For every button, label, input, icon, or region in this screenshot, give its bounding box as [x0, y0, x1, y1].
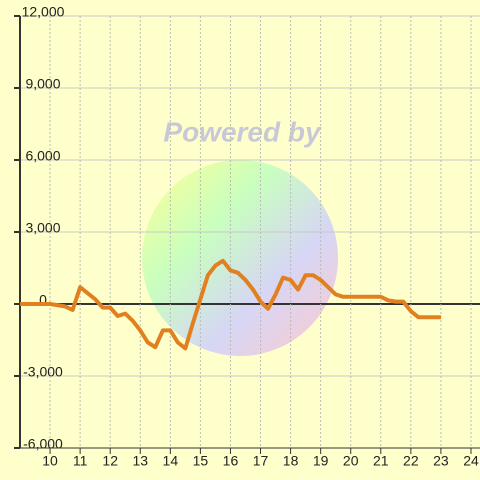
x-tick-label: 18 [283, 453, 299, 469]
x-tick-label: 11 [73, 453, 88, 469]
x-tick-label: 12 [102, 453, 118, 469]
x-tick-label: 22 [403, 453, 419, 469]
x-tick-label: 13 [132, 453, 148, 469]
y-tick-label: 6,000 [25, 148, 60, 164]
y-tick-label: 0 [39, 292, 47, 308]
x-tick-label: 21 [373, 453, 389, 469]
x-tick-label: 24 [463, 453, 479, 469]
line-series [20, 258, 441, 351]
watermark: Powered by [163, 116, 322, 147]
y-tick-label: 12,000 [22, 4, 65, 20]
x-tick-label: 16 [223, 453, 239, 469]
y-tick-label: -6,000 [23, 436, 63, 452]
x-tick-label: 17 [253, 453, 269, 469]
y-tick-label: 3,000 [25, 220, 60, 236]
x-tick-label: 14 [163, 453, 179, 469]
y-tick-label: -3,000 [23, 364, 63, 380]
x-tick-label: 23 [433, 453, 449, 469]
x-tick-label: 20 [343, 453, 359, 469]
y-tick-label: 9,000 [25, 76, 60, 92]
x-tick-label: 15 [193, 453, 209, 469]
x-tick-label: 10 [42, 453, 58, 469]
watermark-logo [142, 160, 338, 356]
x-tick-label: 19 [313, 453, 329, 469]
